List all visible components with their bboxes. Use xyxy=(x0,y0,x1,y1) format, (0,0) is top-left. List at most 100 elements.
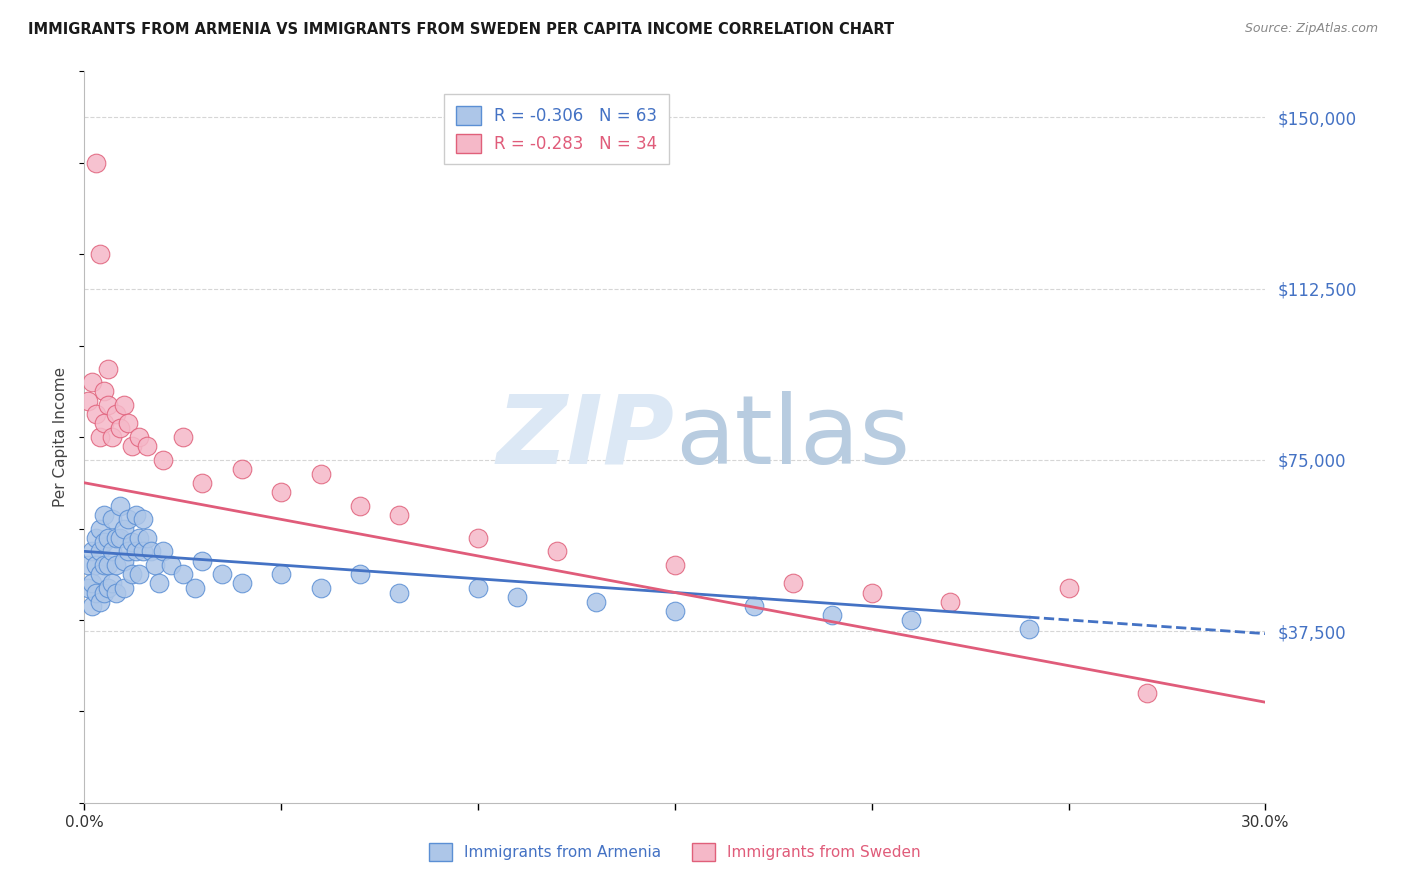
Point xyxy=(124,544,146,558)
Text: Source: ZipAtlas.com: Source: ZipAtlas.com xyxy=(1244,22,1378,36)
Point xyxy=(821,608,844,623)
Point xyxy=(160,558,183,573)
Point xyxy=(108,531,131,545)
Point xyxy=(93,417,115,431)
Point xyxy=(84,531,107,545)
Point xyxy=(349,499,371,513)
Point xyxy=(132,512,155,526)
Point xyxy=(191,553,214,567)
Point xyxy=(128,567,150,582)
Point xyxy=(89,594,111,608)
Text: IMMIGRANTS FROM ARMENIA VS IMMIGRANTS FROM SWEDEN PER CAPITA INCOME CORRELATION : IMMIGRANTS FROM ARMENIA VS IMMIGRANTS FR… xyxy=(28,22,894,37)
Point xyxy=(89,521,111,535)
Point xyxy=(467,531,489,545)
Point xyxy=(97,558,120,573)
Point xyxy=(84,407,107,421)
Point xyxy=(89,544,111,558)
Point xyxy=(742,599,765,614)
Point xyxy=(121,567,143,582)
Point xyxy=(104,558,127,573)
Text: ZIP: ZIP xyxy=(496,391,675,483)
Point xyxy=(309,581,332,595)
Point xyxy=(104,531,127,545)
Point xyxy=(172,430,194,444)
Y-axis label: Per Capita Income: Per Capita Income xyxy=(53,367,69,508)
Point xyxy=(124,508,146,522)
Point xyxy=(136,531,159,545)
Point xyxy=(104,585,127,599)
Legend: Immigrants from Armenia, Immigrants from Sweden: Immigrants from Armenia, Immigrants from… xyxy=(422,836,928,868)
Point xyxy=(97,398,120,412)
Point xyxy=(664,558,686,573)
Point xyxy=(546,544,568,558)
Point xyxy=(270,484,292,499)
Point xyxy=(97,361,120,376)
Point xyxy=(101,430,124,444)
Point xyxy=(93,535,115,549)
Point xyxy=(152,544,174,558)
Point xyxy=(112,553,135,567)
Point xyxy=(1057,581,1080,595)
Point xyxy=(112,521,135,535)
Point xyxy=(93,585,115,599)
Point xyxy=(89,430,111,444)
Point xyxy=(231,462,253,476)
Point xyxy=(97,531,120,545)
Point xyxy=(132,544,155,558)
Point xyxy=(108,421,131,435)
Point xyxy=(191,475,214,490)
Point xyxy=(664,604,686,618)
Point xyxy=(148,576,170,591)
Point xyxy=(172,567,194,582)
Point xyxy=(121,439,143,453)
Point xyxy=(117,544,139,558)
Point xyxy=(860,585,883,599)
Point xyxy=(183,581,205,595)
Point xyxy=(143,558,166,573)
Point xyxy=(231,576,253,591)
Point xyxy=(84,585,107,599)
Point xyxy=(1018,622,1040,636)
Point xyxy=(141,544,163,558)
Point xyxy=(108,499,131,513)
Point xyxy=(1136,686,1159,700)
Point xyxy=(77,393,100,408)
Point xyxy=(128,430,150,444)
Point xyxy=(117,512,139,526)
Text: atlas: atlas xyxy=(675,391,910,483)
Point xyxy=(506,590,529,604)
Point xyxy=(89,247,111,261)
Point xyxy=(270,567,292,582)
Point xyxy=(152,453,174,467)
Point xyxy=(93,384,115,399)
Point xyxy=(101,512,124,526)
Point xyxy=(388,508,411,522)
Point xyxy=(112,581,135,595)
Point xyxy=(84,155,107,169)
Point xyxy=(82,544,104,558)
Point xyxy=(117,417,139,431)
Point xyxy=(101,544,124,558)
Point xyxy=(585,594,607,608)
Point xyxy=(84,558,107,573)
Point xyxy=(782,576,804,591)
Point xyxy=(89,567,111,582)
Point xyxy=(211,567,233,582)
Point xyxy=(467,581,489,595)
Point xyxy=(97,581,120,595)
Point xyxy=(128,531,150,545)
Point xyxy=(93,558,115,573)
Point xyxy=(349,567,371,582)
Point xyxy=(121,535,143,549)
Point xyxy=(309,467,332,481)
Point xyxy=(82,576,104,591)
Point xyxy=(900,613,922,627)
Point xyxy=(82,375,104,389)
Point xyxy=(939,594,962,608)
Point xyxy=(82,599,104,614)
Point xyxy=(388,585,411,599)
Point xyxy=(101,576,124,591)
Point xyxy=(136,439,159,453)
Point xyxy=(77,581,100,595)
Point xyxy=(112,398,135,412)
